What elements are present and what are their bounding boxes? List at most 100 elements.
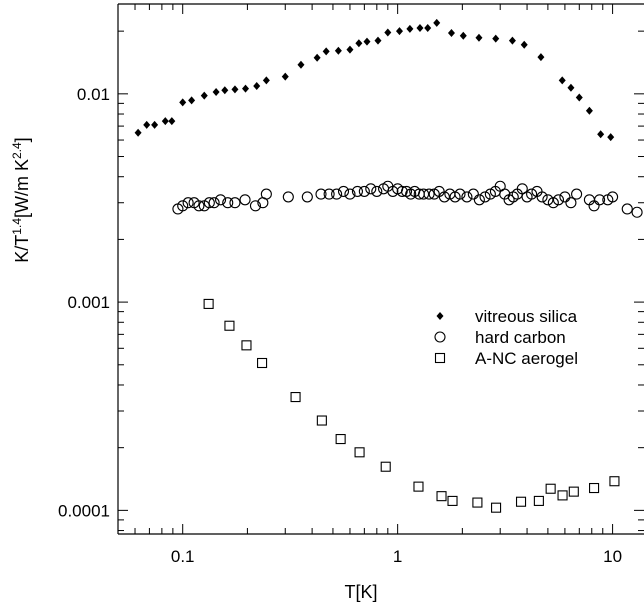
data-point-diamond [188, 96, 196, 105]
axes: 0.1 1 10 0.0001 0.001 0.01 [58, 3, 644, 566]
data-point-circle [344, 188, 356, 200]
y-tick-label: 0.0001 [58, 501, 110, 520]
data-point-square [609, 476, 620, 487]
y-title-exponent: 1.4 [10, 218, 24, 235]
y-axis-title: K/T1.4[W/m K2.4] [10, 137, 32, 262]
data-point-diamond [179, 98, 187, 107]
data-point-diamond [231, 85, 239, 94]
data-point-circle [559, 191, 571, 203]
data-point-circle [249, 200, 262, 212]
data-point-circle [631, 206, 643, 218]
data-point-square [472, 497, 483, 508]
y-tick-label: 0.01 [77, 85, 110, 104]
data-point-diamond [297, 60, 305, 69]
data-point-circle [337, 185, 350, 197]
data-point-diamond [416, 24, 424, 33]
data-point-square [290, 392, 301, 403]
data-point-diamond [212, 88, 220, 97]
data-point-diamond [322, 47, 330, 56]
data-point-circle [418, 188, 430, 200]
data-point-circle [571, 188, 583, 200]
data-point-circle [193, 200, 205, 212]
data-point-circle [454, 188, 466, 200]
data-point-diamond [363, 37, 371, 46]
data-point-circle [203, 197, 215, 209]
y-title-part: K/T [12, 235, 32, 263]
data-point-diamond [168, 117, 176, 126]
data-point-square [436, 491, 447, 502]
data-point-diamond [459, 31, 467, 40]
data-point-diamond [597, 130, 605, 139]
data-point-diamond [575, 93, 583, 102]
data-point-circle [282, 191, 294, 203]
data-point-circle [552, 194, 565, 206]
data-point-circle [542, 194, 554, 206]
data-point-diamond [346, 45, 354, 54]
data-point-circle [182, 197, 194, 209]
data-point-diamond [262, 76, 270, 85]
data-point-circle [229, 197, 241, 209]
legend-item-hard-carbon: hard carbon [434, 328, 566, 347]
data-point-circle [358, 185, 370, 197]
legend-label: A-NC aerogel [475, 349, 578, 368]
data-point-diamond [151, 120, 159, 129]
data-point-diamond [537, 53, 545, 62]
data-point-circle [467, 188, 479, 200]
data-point-circle [260, 188, 272, 200]
data-point-square [491, 502, 502, 513]
data-point-diamond [253, 82, 261, 91]
data-point-diamond [607, 133, 615, 142]
data-point-circle [315, 188, 327, 200]
data-point-diamond [585, 106, 593, 115]
data-point-diamond [406, 24, 414, 33]
legend: vitreous silica hard carbon A-NC aerogel [434, 307, 578, 368]
data-point-circle [621, 203, 633, 215]
data-point-diamond [374, 36, 382, 45]
data-point-square [203, 298, 214, 309]
data-point-square [224, 320, 235, 331]
legend-marker-diamond [436, 312, 444, 320]
data-point-diamond [508, 36, 516, 45]
data-point-circle [473, 194, 485, 206]
data-point-circle [594, 194, 606, 206]
y-tick-label: 0.001 [67, 293, 110, 312]
data-point-circle [301, 191, 313, 203]
data-point-circle [177, 200, 189, 212]
data-point-square [380, 461, 391, 472]
data-point-circle [371, 185, 383, 197]
data-point-square [515, 496, 527, 507]
data-point-diamond [395, 27, 403, 36]
legend-label: vitreous silica [475, 307, 578, 326]
data-point-diamond [492, 34, 500, 43]
data-point-diamond [313, 53, 321, 62]
data-point-square [589, 482, 600, 494]
data-point-diamond [200, 91, 208, 100]
data-point-square [447, 495, 458, 506]
data-point-diamond [221, 86, 229, 95]
data-point-circle [208, 197, 220, 209]
data-point-diamond [567, 83, 575, 92]
data-point-diamond [520, 40, 528, 49]
data-point-circle [516, 183, 528, 195]
data-point-circle [479, 191, 491, 203]
data-point-circle [565, 197, 577, 209]
x-tick-label: 1 [393, 547, 402, 566]
data-point-square [257, 357, 268, 369]
data-point-circle [351, 185, 363, 197]
data-point-square [533, 495, 544, 506]
data-point-diamond [134, 128, 142, 137]
data-point-circle [438, 191, 450, 203]
data-point-diamond [143, 120, 151, 129]
data-point-circle [365, 183, 377, 195]
data-point-circle [215, 194, 227, 206]
data-point-circle [331, 188, 343, 200]
data-point-diamond [447, 28, 455, 37]
legend-item-a-nc-aerogel: A-NC aerogel [434, 349, 578, 368]
data-point-circle [461, 191, 473, 203]
data-point-circle [323, 188, 335, 200]
data-point-circle [536, 191, 548, 203]
data-point-square [545, 483, 556, 494]
data-point-square [241, 340, 252, 351]
series-hard-carbon [172, 180, 643, 218]
